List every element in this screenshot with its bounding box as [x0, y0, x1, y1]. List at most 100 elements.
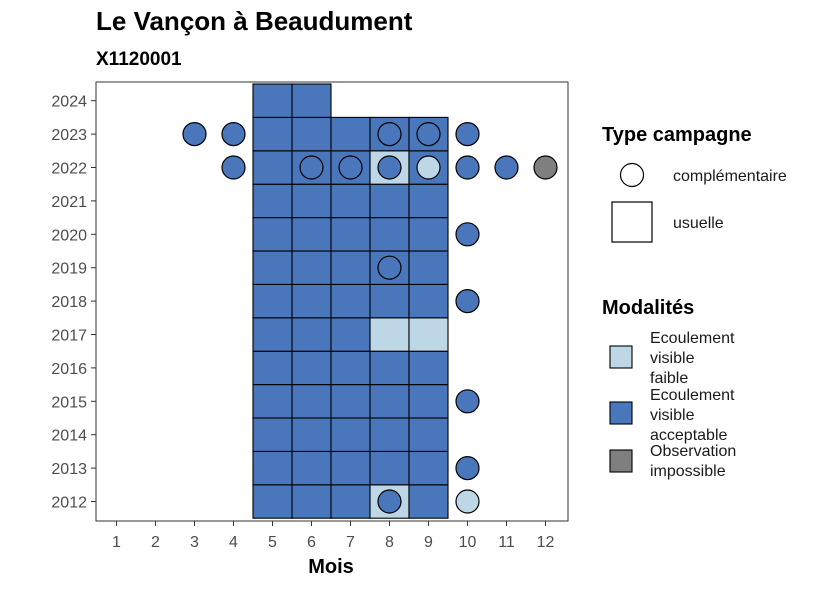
tile-2017-7 — [330, 317, 371, 352]
tiles-layer — [252, 83, 449, 519]
tile-2014-7 — [330, 417, 371, 452]
x-tick-label-6: 6 — [307, 534, 316, 551]
point-2022-7 — [338, 155, 363, 180]
tile-2020-9 — [408, 217, 449, 252]
tile-2012-7 — [330, 484, 371, 519]
x-tick-label-1: 1 — [112, 534, 121, 551]
tile-2016-5 — [252, 350, 293, 386]
y-tick-label-2015: 2015 — [51, 394, 87, 411]
points-layer — [182, 122, 558, 514]
tile-2023-7 — [330, 116, 371, 152]
tile-2016-6 — [291, 350, 332, 386]
point-2015-10 — [455, 389, 480, 414]
tile-2019-5 — [252, 250, 293, 285]
tile-2017-6 — [291, 317, 332, 352]
y-tick-label-2017: 2017 — [51, 328, 87, 345]
x-tick-label-10: 10 — [459, 534, 477, 551]
tile-2020-8 — [369, 217, 410, 252]
x-tick-label-4: 4 — [229, 534, 238, 551]
point-2012-10 — [455, 489, 480, 514]
tile-2014-9 — [408, 417, 449, 452]
tile-2018-6 — [291, 283, 332, 319]
legend-item-complementaire: complémentaire — [673, 168, 787, 185]
x-axis: 1 2 3 4 5 6 7 8 9 10 11 12 — [112, 521, 555, 551]
tile-2021-6 — [291, 183, 332, 219]
y-tick-label-2019: 2019 — [51, 261, 87, 278]
legend-square-symbol — [611, 201, 653, 243]
tile-2015-7 — [330, 384, 371, 419]
tile-2013-5 — [252, 450, 293, 486]
tile-2017-8 — [369, 317, 410, 352]
tile-2018-5 — [252, 283, 293, 319]
y-tick-label-2014: 2014 — [51, 428, 87, 445]
point-2022-11 — [494, 155, 519, 180]
chart-title: Le Vançon à Beaudument — [96, 6, 413, 36]
point-2022-6 — [299, 155, 324, 180]
legend-label-impossible: Observation impossible — [650, 443, 736, 480]
tile-2016-7 — [330, 350, 371, 386]
x-tick-label-12: 12 — [537, 534, 555, 551]
legend-label-acceptable: Ecoulement visible acceptable — [650, 387, 735, 444]
legend-type-campagne: Type campagne complémentaire usuelle — [602, 124, 787, 243]
y-tick-label-2023: 2023 — [51, 127, 87, 144]
x-tick-label-11: 11 — [498, 534, 515, 551]
point-2022-9 — [416, 155, 441, 180]
point-2023-8 — [377, 122, 402, 147]
point-2022-8 — [377, 155, 402, 180]
tile-2012-6 — [291, 484, 332, 519]
tile-2021-9 — [408, 183, 449, 219]
y-tick-label-2021: 2021 — [51, 194, 87, 211]
tile-2018-8 — [369, 283, 410, 319]
tile-2018-7 — [330, 283, 371, 319]
tile-2014-6 — [291, 417, 332, 452]
point-2023-10 — [455, 122, 480, 147]
tile-2021-7 — [330, 183, 371, 219]
point-2019-8 — [377, 255, 402, 280]
y-tick-label-2024: 2024 — [51, 94, 87, 111]
tile-2012-9 — [408, 484, 449, 519]
tile-2023-5 — [252, 116, 293, 152]
x-tick-label-8: 8 — [385, 534, 394, 551]
point-2023-4 — [221, 122, 246, 147]
legend-type-title: Type campagne — [602, 124, 752, 146]
tile-2013-8 — [369, 450, 410, 486]
legend-modalites-title: Modalités — [602, 297, 694, 319]
tile-2014-5 — [252, 417, 293, 452]
x-tick-label-3: 3 — [190, 534, 199, 551]
y-tick-label-2022: 2022 — [51, 161, 87, 178]
tile-2022-5 — [252, 150, 293, 185]
tile-2017-5 — [252, 317, 293, 352]
tile-2024-6 — [291, 83, 332, 118]
x-tick-label-7: 7 — [346, 534, 355, 551]
tile-2014-8 — [369, 417, 410, 452]
y-tick-label-2013: 2013 — [51, 461, 87, 478]
tile-2015-6 — [291, 384, 332, 419]
point-2023-9 — [416, 122, 441, 147]
x-tick-label-5: 5 — [268, 534, 277, 551]
tile-2021-5 — [252, 183, 293, 219]
legend-key-acceptable — [609, 401, 633, 425]
legend-key-impossible — [609, 449, 633, 473]
tile-2019-6 — [291, 250, 332, 285]
tile-2019-7 — [330, 250, 371, 285]
tile-2021-8 — [369, 183, 410, 219]
tile-2020-7 — [330, 217, 371, 252]
y-tick-label-2012: 2012 — [51, 495, 87, 512]
tile-2023-6 — [291, 116, 332, 152]
point-2022-12 — [533, 155, 558, 180]
legend-item-usuelle: usuelle — [673, 215, 724, 232]
point-2020-10 — [455, 222, 480, 247]
x-tick-label-9: 9 — [424, 534, 433, 551]
legend-key-faible — [609, 345, 633, 369]
tile-2020-6 — [291, 217, 332, 252]
tile-2015-8 — [369, 384, 410, 419]
point-2022-4 — [221, 155, 246, 180]
tile-2015-5 — [252, 384, 293, 419]
legend-label-faible: Ecoulement visible faible — [650, 330, 735, 387]
chart-subtitle: X1120001 — [96, 49, 182, 70]
tile-2015-9 — [408, 384, 449, 419]
legend-circle-symbol — [619, 162, 645, 188]
legend-modalites: Modalités Ecoulement visible faibleEcoulem… — [602, 297, 736, 480]
tile-2013-6 — [291, 450, 332, 486]
tile-2024-5 — [252, 83, 293, 118]
